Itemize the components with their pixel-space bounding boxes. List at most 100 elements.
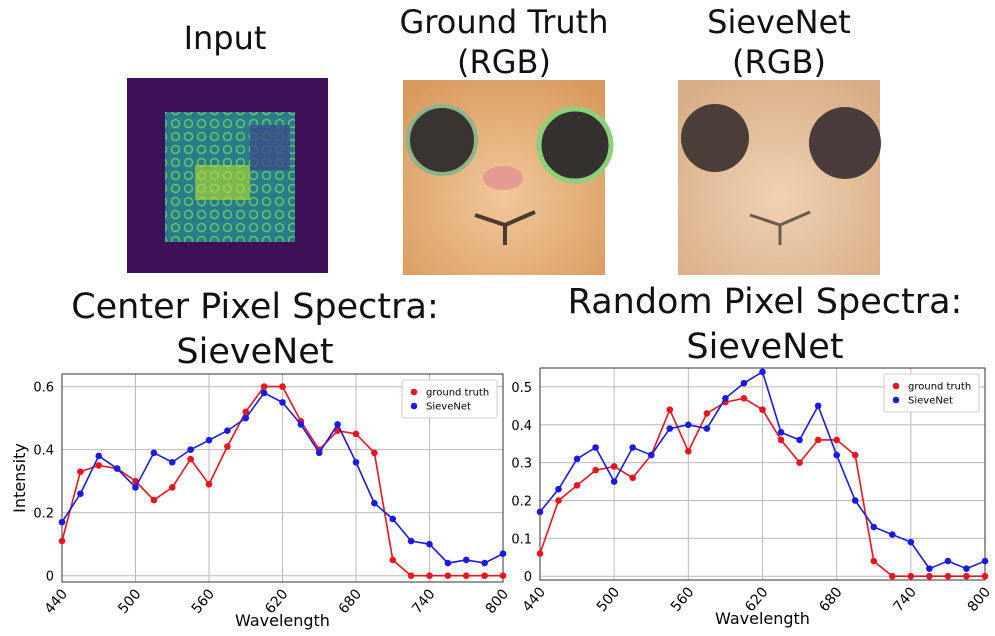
- data-point: [963, 565, 970, 572]
- data-point: [187, 456, 194, 463]
- data-point: [592, 444, 599, 451]
- data-point: [77, 490, 84, 497]
- data-point: [169, 459, 176, 466]
- data-point: [77, 468, 84, 475]
- data-point: [741, 395, 748, 402]
- data-point: [796, 437, 803, 444]
- data-point: [169, 484, 176, 491]
- data-point: [224, 427, 231, 434]
- x-tick-label: 560: [189, 586, 218, 617]
- x-tick-label: 500: [594, 584, 623, 615]
- data-point: [889, 531, 896, 538]
- x-tick-label: 740: [409, 586, 438, 617]
- data-point: [908, 573, 915, 580]
- x-tick-label: 740: [890, 584, 919, 615]
- data-point: [500, 550, 507, 557]
- data-point: [611, 463, 618, 470]
- data-point: [445, 560, 452, 567]
- data-point: [611, 478, 618, 485]
- data-point: [389, 516, 396, 523]
- data-point: [426, 541, 433, 548]
- legend-label: ground truth: [908, 382, 971, 393]
- legend-marker: [411, 389, 418, 396]
- data-point: [704, 425, 711, 432]
- data-point: [870, 524, 877, 531]
- data-point: [261, 390, 268, 397]
- data-point: [206, 481, 213, 488]
- panel-label: Input: [125, 18, 325, 58]
- data-point: [59, 538, 66, 545]
- data-point: [945, 558, 952, 565]
- data-point: [279, 383, 286, 390]
- data-point: [722, 395, 729, 402]
- sievenet-image: [678, 80, 881, 275]
- data-point: [926, 565, 933, 572]
- y-tick-label: 0.1: [511, 532, 532, 547]
- y-tick-label: 0.2: [33, 507, 54, 522]
- data-point: [889, 573, 896, 580]
- data-point: [982, 573, 989, 580]
- data-point: [316, 449, 323, 456]
- data-point: [592, 467, 599, 474]
- data-point: [796, 459, 803, 466]
- data-point: [132, 484, 139, 491]
- data-point: [704, 410, 711, 417]
- data-point: [741, 380, 748, 387]
- x-tick-label: 680: [816, 584, 845, 615]
- data-point: [353, 459, 360, 466]
- data-point: [574, 456, 581, 463]
- data-point: [815, 403, 822, 410]
- data-point: [945, 573, 952, 580]
- data-point: [852, 497, 859, 504]
- data-point: [95, 453, 102, 460]
- panel-label: Ground Truth (RGB): [394, 2, 614, 82]
- y-axis-label: Intensity: [10, 443, 29, 513]
- data-point: [555, 497, 562, 504]
- data-point: [555, 486, 562, 493]
- data-point: [833, 437, 840, 444]
- data-point: [500, 572, 507, 579]
- y-tick-label: 0.4: [33, 444, 54, 459]
- data-point: [151, 449, 158, 456]
- data-point: [833, 452, 840, 459]
- data-point: [685, 448, 692, 455]
- x-tick-label: 800: [965, 584, 994, 615]
- data-point: [574, 482, 581, 489]
- data-point: [481, 572, 488, 579]
- chart-title: Random Pixel Spectra: SieveNet: [540, 280, 990, 370]
- data-point: [537, 509, 544, 516]
- data-point: [685, 421, 692, 428]
- y-tick-label: 0.5: [511, 381, 532, 396]
- data-point: [926, 573, 933, 580]
- y-tick-label: 0.2: [511, 495, 532, 510]
- data-point: [95, 462, 102, 469]
- data-point: [870, 558, 877, 565]
- y-tick-label: 0: [46, 570, 54, 585]
- data-point: [778, 429, 785, 436]
- x-axis-label: Wavelength: [715, 609, 810, 628]
- y-tick-label: 0.6: [33, 381, 54, 396]
- data-point: [666, 425, 673, 432]
- x-tick-label: 440: [42, 586, 71, 617]
- x-tick-label: 800: [483, 586, 512, 617]
- data-point: [151, 497, 158, 504]
- data-point: [334, 421, 341, 428]
- data-point: [445, 572, 452, 579]
- input-image: [127, 78, 328, 273]
- legend-marker: [893, 383, 900, 390]
- legend-marker: [411, 403, 418, 410]
- data-point: [187, 446, 194, 453]
- data-point: [242, 415, 249, 422]
- data-point: [963, 573, 970, 580]
- data-point: [629, 444, 636, 451]
- data-point: [537, 550, 544, 557]
- y-tick-label: 0: [524, 570, 532, 585]
- data-point: [408, 538, 415, 545]
- data-point: [389, 557, 396, 564]
- data-point: [114, 465, 121, 472]
- legend-label: SieveNet: [426, 402, 471, 413]
- x-axis-label: Wavelength: [235, 611, 330, 630]
- data-point: [261, 383, 268, 390]
- data-point: [408, 572, 415, 579]
- data-point: [666, 406, 673, 413]
